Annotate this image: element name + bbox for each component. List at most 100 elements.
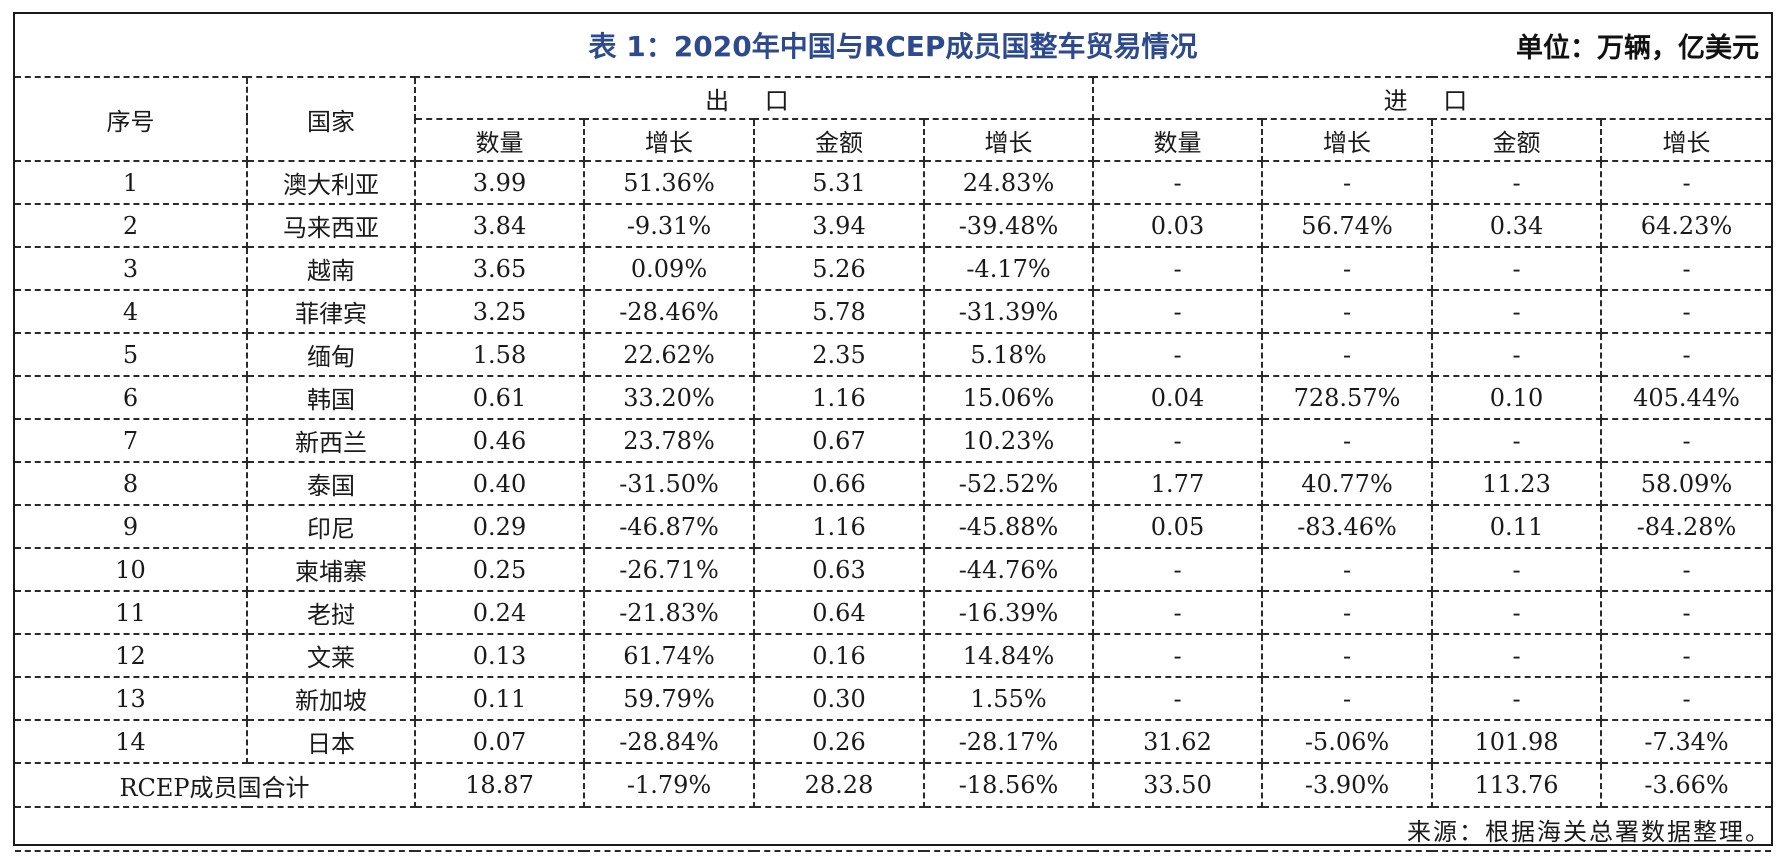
cell-export-quantity-growth: -31.50% — [583, 461, 755, 506]
total-label: RCEP成员国合计 — [15, 762, 416, 808]
cell-seq: 13 — [15, 676, 248, 721]
cell-export-quantity: 0.61 — [414, 375, 585, 420]
cell-import-amount: - — [1431, 633, 1602, 678]
table-row: 6 韩国 0.61 33.20% 1.16 15.06% 0.04 728.57% 0.10 40… — [15, 375, 1771, 420]
title-cell: 表 1：2020年中国与RCEP成员国整车贸易情况 单位：万辆，亿美元 — [15, 14, 1771, 78]
cell-export-quantity-growth: -46.87% — [583, 504, 755, 549]
cell-import-amount: 0.10 — [1431, 375, 1602, 420]
cell-seq: 8 — [15, 461, 248, 506]
cell-export-amount: 3.94 — [753, 203, 925, 248]
source-note: 来源：根据海关总署数据整理。 — [15, 806, 1771, 852]
cell-country: 文莱 — [246, 633, 416, 678]
table-frame: 表 1：2020年中国与RCEP成员国整车贸易情况 单位：万辆，亿美元 序号 国… — [13, 12, 1773, 852]
total-import-amount-growth: -3.66% — [1600, 762, 1771, 808]
cell-country: 新西兰 — [246, 418, 416, 463]
cell-export-amount-growth: 5.18% — [923, 332, 1094, 377]
cell-country: 日本 — [246, 719, 416, 764]
cell-import-amount: - — [1431, 289, 1602, 334]
trade-table: 表 1：2020年中国与RCEP成员国整车贸易情况 单位：万辆，亿美元 序号 国… — [15, 14, 1771, 852]
cell-export-quantity-growth: 22.62% — [583, 332, 755, 377]
cell-country: 菲律宾 — [246, 289, 416, 334]
cell-export-amount-growth: -4.17% — [923, 246, 1094, 291]
cell-import-quantity-growth: 56.74% — [1261, 203, 1433, 248]
cell-export-quantity: 0.13 — [414, 633, 585, 678]
cell-export-quantity: 0.07 — [414, 719, 585, 764]
cell-seq: 6 — [15, 375, 248, 420]
cell-import-quantity-growth: -83.46% — [1261, 504, 1433, 549]
cell-import-amount-growth: 64.23% — [1600, 203, 1771, 248]
cell-import-amount: - — [1431, 160, 1602, 205]
table-row: 9 印尼 0.29 -46.87% 1.16 -45.88% 0.05 -83.46% 0.11… — [15, 504, 1771, 549]
cell-export-quantity-growth: 61.74% — [583, 633, 755, 678]
cell-import-amount-growth: 58.09% — [1600, 461, 1771, 506]
cell-export-amount-growth: 14.84% — [923, 633, 1094, 678]
cell-import-quantity: - — [1092, 289, 1263, 334]
cell-import-quantity: - — [1092, 160, 1263, 205]
cell-import-amount: - — [1431, 418, 1602, 463]
cell-export-quantity: 0.11 — [414, 676, 585, 721]
cell-export-amount-growth: -28.17% — [923, 719, 1094, 764]
cell-seq: 7 — [15, 418, 248, 463]
cell-export-amount: 1.16 — [753, 504, 925, 549]
cell-import-quantity-growth: - — [1261, 547, 1433, 592]
cell-seq: 12 — [15, 633, 248, 678]
cell-seq: 14 — [15, 719, 248, 764]
cell-export-quantity: 0.46 — [414, 418, 585, 463]
cell-import-amount: 11.23 — [1431, 461, 1602, 506]
cell-export-amount: 0.64 — [753, 590, 925, 635]
subheader-import-amount: 金额 — [1431, 118, 1602, 162]
table-row: 12 文莱 0.13 61.74% 0.16 14.84% - - - - — [15, 633, 1771, 678]
table-title: 表 1：2020年中国与RCEP成员国整车贸易情况 — [588, 30, 1198, 63]
cell-seq: 3 — [15, 246, 248, 291]
cell-export-quantity: 0.40 — [414, 461, 585, 506]
header-export: 出 口 — [414, 76, 1094, 120]
cell-export-quantity-growth: -21.83% — [583, 590, 755, 635]
subheader-import-quantity-growth: 增长 — [1261, 118, 1433, 162]
cell-export-quantity: 0.25 — [414, 547, 585, 592]
cell-country: 老挝 — [246, 590, 416, 635]
total-import-quantity: 33.50 — [1092, 762, 1263, 808]
cell-import-quantity: 0.03 — [1092, 203, 1263, 248]
cell-country: 马来西亚 — [246, 203, 416, 248]
total-import-quantity-growth: -3.90% — [1261, 762, 1433, 808]
cell-import-amount: - — [1431, 676, 1602, 721]
cell-export-amount: 0.26 — [753, 719, 925, 764]
cell-export-quantity-growth: 23.78% — [583, 418, 755, 463]
subheader-export-quantity: 数量 — [415, 118, 585, 162]
cell-import-quantity: - — [1092, 418, 1263, 463]
cell-import-amount-growth: - — [1600, 676, 1771, 721]
table-row: 1 澳大利亚 3.99 51.36% 5.31 24.83% - - - - — [15, 160, 1771, 205]
table-row: 5 缅甸 1.58 22.62% 2.35 5.18% - - - - — [15, 332, 1771, 377]
subheader-export-amount-growth: 增长 — [923, 118, 1094, 162]
cell-export-quantity-growth: 0.09% — [583, 246, 755, 291]
cell-country: 缅甸 — [246, 332, 416, 377]
cell-seq: 5 — [15, 332, 248, 377]
cell-import-quantity-growth: - — [1261, 676, 1433, 721]
cell-import-quantity-growth: - — [1261, 332, 1433, 377]
total-export-amount: 28.28 — [753, 762, 925, 808]
cell-seq: 4 — [15, 289, 248, 334]
cell-import-amount-growth: - — [1600, 289, 1771, 334]
cell-import-amount-growth: - — [1600, 246, 1771, 291]
table-row: 10 柬埔寨 0.25 -26.71% 0.63 -44.76% - - - - — [15, 547, 1771, 592]
cell-export-amount: 0.66 — [753, 461, 925, 506]
cell-export-amount: 1.16 — [753, 375, 925, 420]
total-export-quantity: 18.87 — [414, 762, 585, 808]
cell-export-amount: 0.67 — [753, 418, 925, 463]
cell-import-amount: 0.11 — [1431, 504, 1602, 549]
cell-import-quantity: - — [1092, 246, 1263, 291]
cell-export-amount-growth: 1.55% — [923, 676, 1094, 721]
cell-import-amount-growth: -84.28% — [1600, 504, 1771, 549]
cell-export-quantity: 1.58 — [414, 332, 585, 377]
total-export-amount-growth: -18.56% — [923, 762, 1094, 808]
cell-export-amount-growth: 10.23% — [923, 418, 1094, 463]
table-row: 7 新西兰 0.46 23.78% 0.67 10.23% - - - - — [15, 418, 1771, 463]
subheader-export-quantity-growth: 增长 — [583, 118, 755, 162]
table-row: 4 菲律宾 3.25 -28.46% 5.78 -31.39% - - - - — [15, 289, 1771, 334]
cell-import-amount: - — [1431, 332, 1602, 377]
cell-import-amount: 0.34 — [1431, 203, 1602, 248]
cell-seq: 1 — [15, 160, 248, 205]
cell-import-quantity-growth: - — [1261, 418, 1433, 463]
cell-import-amount-growth: - — [1600, 160, 1771, 205]
total-export-quantity-growth: -1.79% — [583, 762, 755, 808]
